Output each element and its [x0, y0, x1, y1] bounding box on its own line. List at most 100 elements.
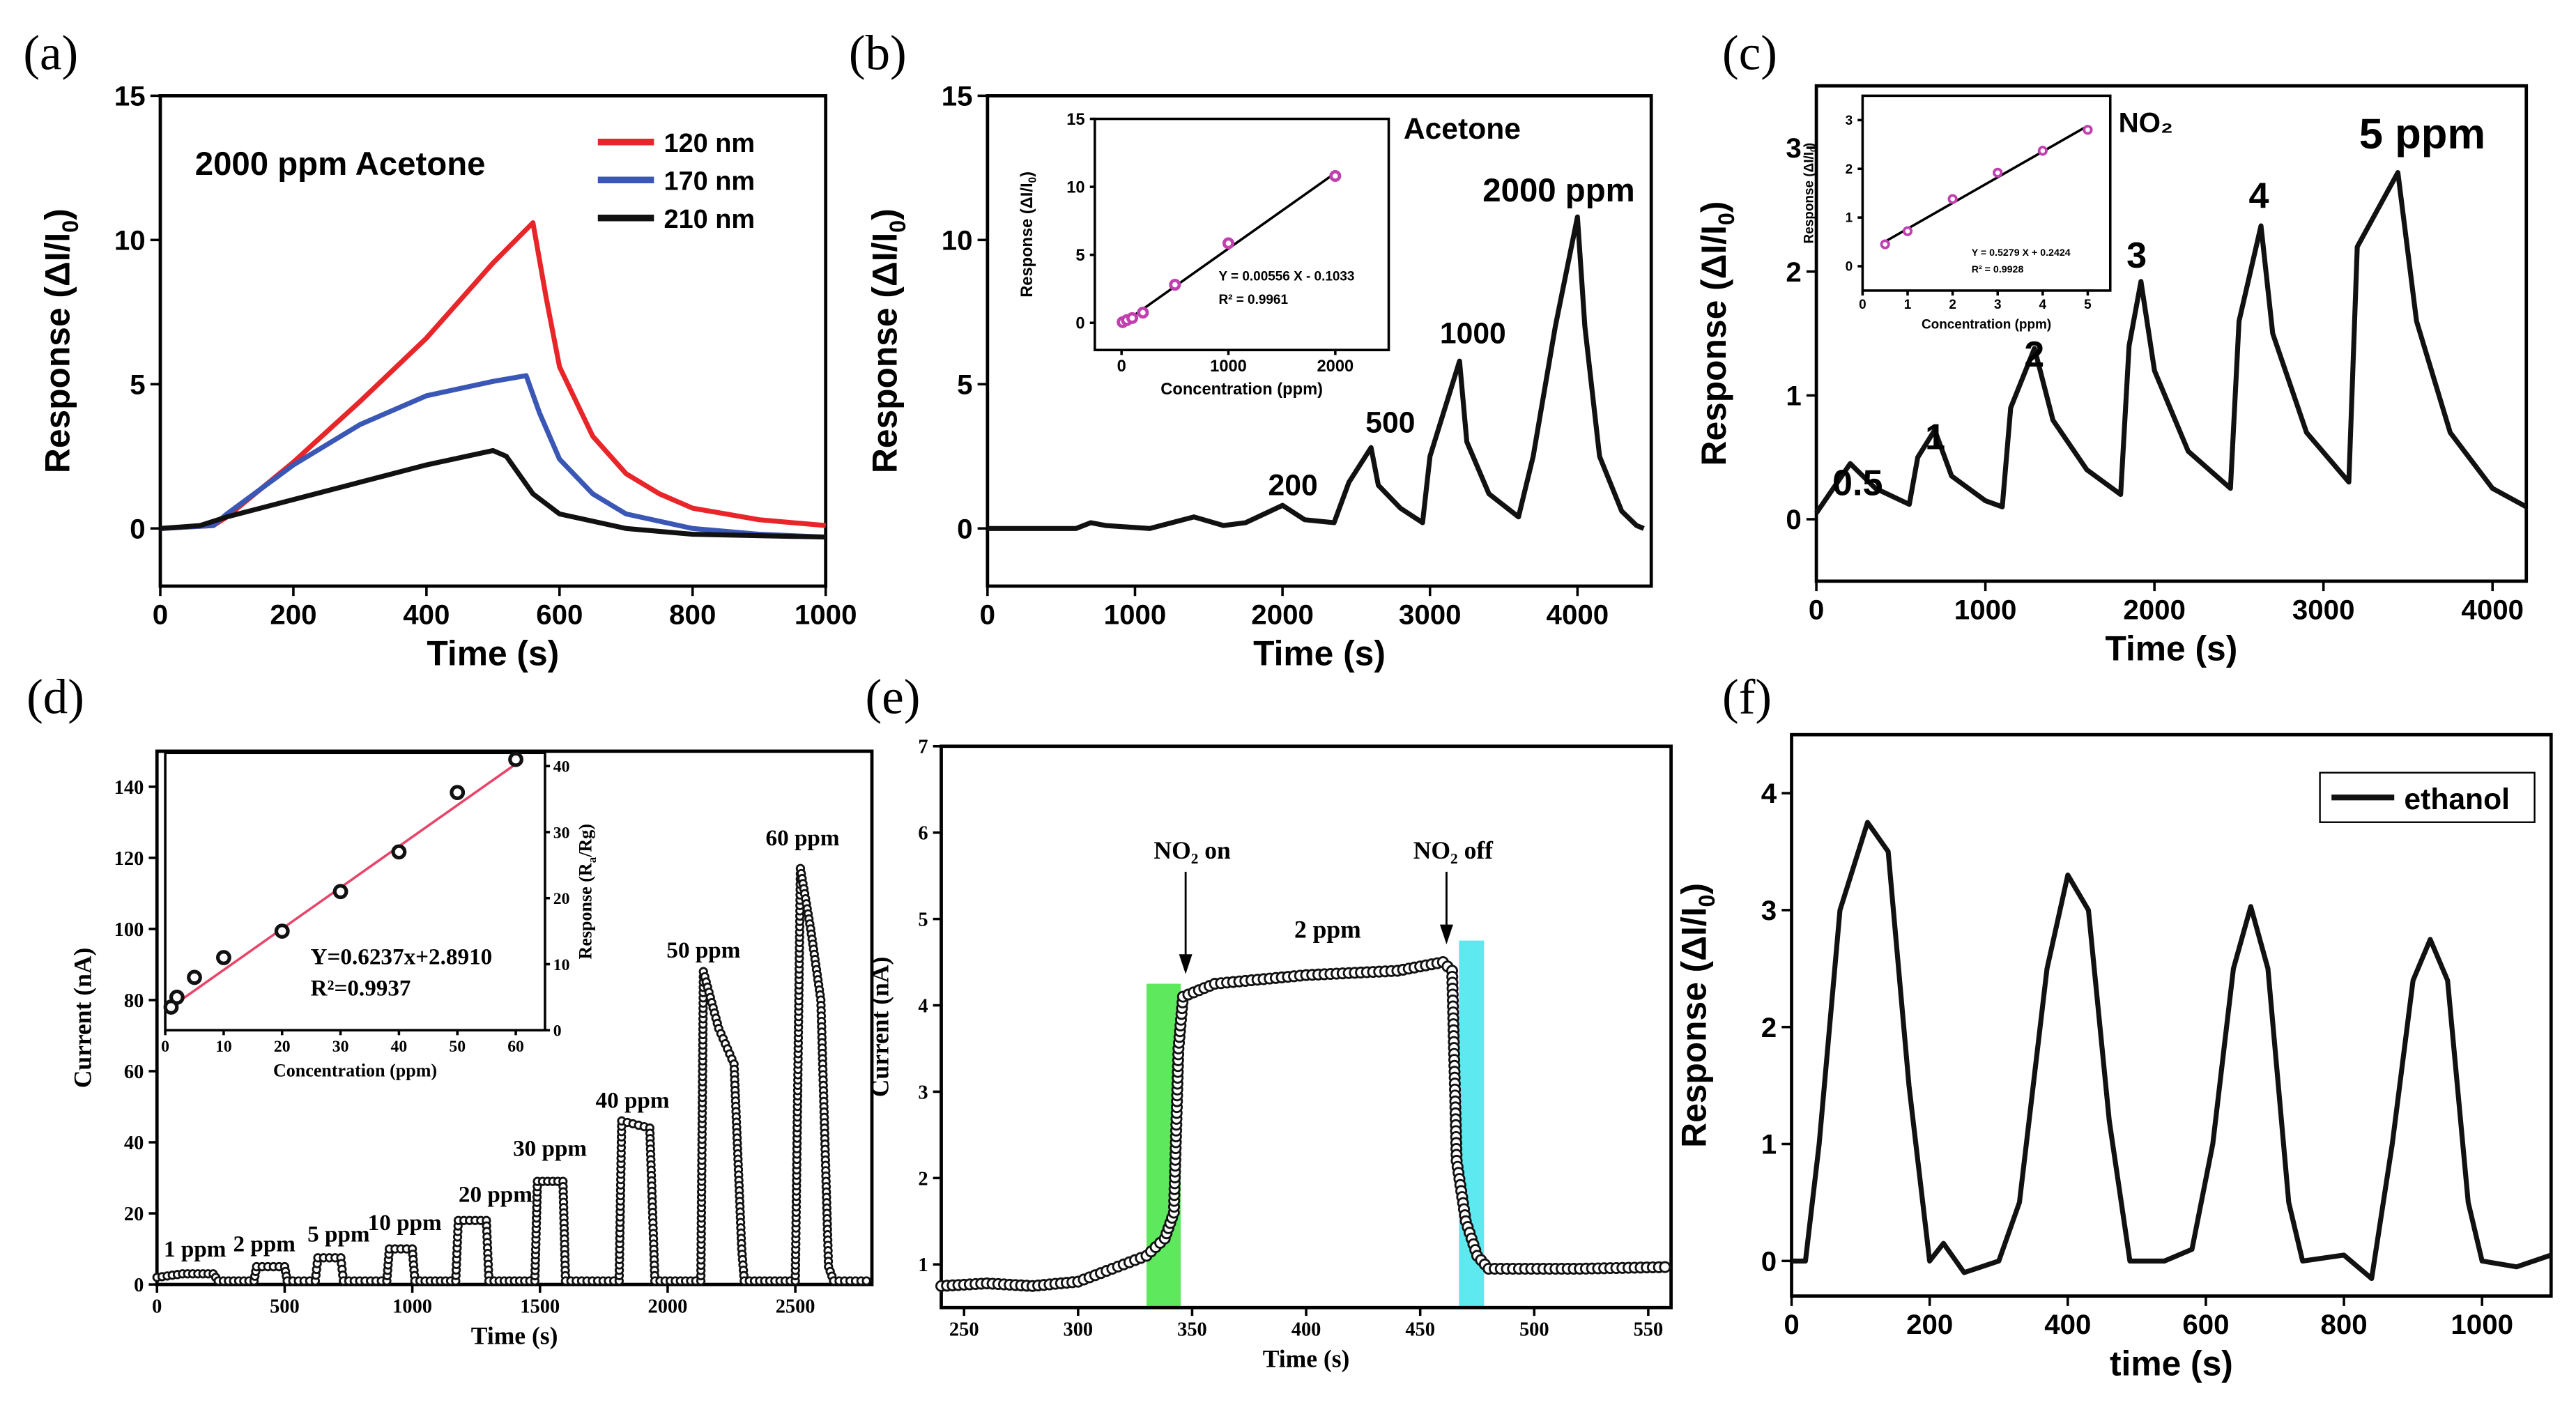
y-axis-label: Current (nA)	[866, 957, 894, 1098]
chart-title: 2000 ppm Acetone	[195, 146, 486, 183]
annotation: 10 ppm	[368, 1210, 442, 1236]
y-tick-label: 100	[114, 919, 144, 941]
fit-r2: R² = 0.9961	[1219, 293, 1289, 307]
x-tick-label: 0	[153, 599, 168, 630]
y-tick-label: 10	[553, 956, 570, 974]
data-point	[1137, 307, 1149, 319]
y-tick-label: 5	[918, 909, 928, 931]
y-tick-label: 5	[957, 369, 972, 400]
fit-equation: Y=0.6237x+2.8910	[311, 944, 493, 969]
x-tick-label: 1000	[2451, 1309, 2513, 1340]
x-tick-label: 200	[270, 599, 316, 630]
panel-label-a: (a)	[23, 26, 78, 80]
legend-label: 170 nm	[664, 167, 756, 196]
y-axis-label: Response (ΔI/I0)	[1018, 171, 1039, 298]
x-tick-label: 30	[332, 1038, 349, 1056]
chart-d-inset: 0 10 20 30 40 50 60 0 10 20 30 40 Concentration (ppm…	[161, 751, 599, 1081]
x-tick-label: 550	[1634, 1319, 1664, 1341]
annotation: 60 ppm	[766, 825, 840, 851]
y-axis-label: Response (ΔI/I0)	[866, 208, 910, 473]
x-tick-label: 2500	[776, 1296, 815, 1317]
data-point	[274, 923, 290, 939]
annotation: 3	[2126, 236, 2147, 276]
x-axis-label: Time (s)	[2106, 629, 2238, 668]
y-tick-label: 5	[130, 369, 145, 400]
x-tick-label: 1	[1904, 298, 1912, 312]
y-tick-label: 0	[553, 1022, 562, 1041]
series-line-ethanol	[1791, 820, 2552, 1282]
x-tick-label: 3000	[2292, 594, 2355, 625]
legend-label: 210 nm	[664, 205, 756, 234]
data-point	[169, 989, 185, 1005]
axes-frame	[940, 744, 1673, 1310]
y-tick-label: 3	[1846, 114, 1853, 128]
x-tick-label: 200	[1906, 1309, 1953, 1340]
annotation: 0.5	[1832, 463, 1883, 504]
data-point	[1947, 194, 1958, 204]
y-tick-label: 40	[553, 758, 570, 776]
x-tick-label: 600	[536, 599, 583, 630]
data-point	[332, 884, 348, 900]
y-tick-label: 0	[1846, 260, 1853, 275]
x-tick-label: 0	[1859, 298, 1866, 312]
annotation: 20 ppm	[459, 1182, 532, 1208]
chart-d: 0 500 1000 1500 2000 2500020406080100120140Ti…	[68, 749, 874, 1349]
x-tick-label: 500	[270, 1296, 300, 1317]
y-tick-label: 1	[918, 1254, 928, 1276]
x-axis-label: Time (s)	[471, 1321, 558, 1349]
data-marker	[861, 1276, 871, 1286]
inset-background	[1862, 95, 2110, 291]
x-tick-label: 300	[1064, 1319, 1094, 1341]
series-line-current	[941, 961, 1671, 1287]
y-tick-label: 40	[124, 1133, 144, 1154]
annotation-concentration: 2 ppm	[1294, 916, 1361, 944]
y-tick-label: 4	[918, 995, 928, 1017]
y-axis-label: Response (ΔI/I0)	[1674, 883, 1719, 1148]
y-tick-label: 0	[957, 513, 972, 544]
x-tick-label: 1000	[1104, 599, 1167, 630]
y-tick-label: 10	[942, 224, 973, 256]
y-tick-label: 1	[1761, 1129, 1777, 1160]
data-point	[2037, 146, 2048, 156]
y-tick-label: 6	[918, 823, 928, 845]
series-line-170-nm	[160, 373, 826, 540]
legend-box	[2319, 771, 2536, 823]
series-line-response	[1814, 170, 2528, 515]
y-tick-label: 3	[1761, 895, 1777, 926]
x-axis-label: Concentration (ppm)	[273, 1061, 437, 1081]
arrowhead-icon	[1179, 954, 1193, 974]
chart-a: 0 200 400 600 800 1000 0 5 10 15 Time (s) Response …	[38, 80, 857, 673]
x-tick-label: 800	[669, 599, 716, 630]
axes-frame	[1790, 732, 2553, 1298]
data-point	[1993, 167, 2003, 178]
annotation: 200	[1268, 469, 1318, 502]
y-tick-label: 30	[553, 824, 570, 842]
panel-label-f: (f)	[1722, 670, 1772, 724]
x-axis-label: Time (s)	[1263, 1345, 1350, 1373]
y-tick-label: 20	[124, 1204, 144, 1225]
chart-c-inset: 0 1 2 3 4 5 0 1 2 3 Concentration (ppm) Response (Δ…	[1802, 94, 2112, 332]
panel-label-c: (c)	[1722, 26, 1777, 80]
x-tick-label: 250	[949, 1319, 979, 1341]
inset-background	[165, 753, 545, 1031]
data-point	[450, 785, 466, 801]
fit-line	[1884, 125, 2089, 243]
axes-frame	[164, 751, 546, 1032]
x-tick-label: 400	[1291, 1319, 1321, 1341]
data-point	[508, 751, 523, 767]
x-tick-label: 60	[507, 1038, 524, 1056]
y-tick-label: 15	[1066, 111, 1084, 129]
x-tick-label: 0	[1809, 594, 1824, 625]
data-point	[1222, 237, 1235, 249]
axes-frame	[158, 94, 828, 588]
annotation-no2-off: NO₂ off	[1413, 836, 1494, 864]
data-point	[1902, 226, 1913, 236]
x-tick-label: 10	[215, 1038, 232, 1056]
y-tick-label: 2	[1846, 162, 1853, 177]
y-tick-label: 10	[1066, 178, 1084, 197]
annotation: 2 ppm	[233, 1231, 296, 1257]
data-point	[1329, 169, 1342, 183]
annotation: 1 ppm	[164, 1236, 227, 1262]
y-tick-label: 1	[1786, 380, 1801, 411]
